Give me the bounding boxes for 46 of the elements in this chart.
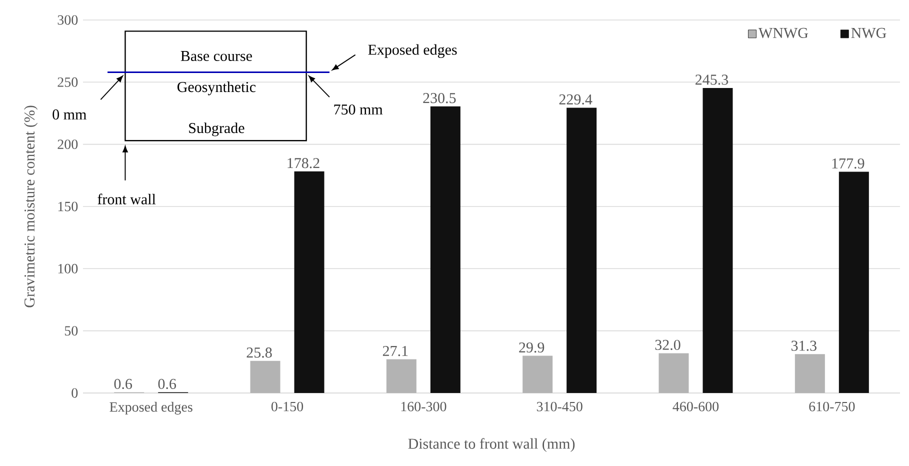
data-label: 177.9 xyxy=(832,158,864,169)
bar xyxy=(658,353,689,393)
y-axis-title: Gravimetric moisture content (%) xyxy=(24,106,38,308)
data-label: 178.2 xyxy=(288,158,320,168)
data-label: 25.8 xyxy=(246,348,272,358)
bar xyxy=(522,356,553,393)
annotation: Exposed edges xyxy=(368,44,457,58)
x-tick-label: 160-300 xyxy=(401,402,446,412)
bar xyxy=(430,106,460,393)
bar xyxy=(294,171,324,393)
data-label: 31.3 xyxy=(792,340,816,351)
data-label: 229.4 xyxy=(559,94,592,105)
bar xyxy=(794,354,825,393)
data-label: 0.6 xyxy=(114,378,132,390)
bar xyxy=(566,108,597,393)
x-tick-label: 610-750 xyxy=(809,402,855,412)
y-tick-label: 100 xyxy=(58,264,78,274)
data-label: 29.9 xyxy=(519,342,544,353)
bar xyxy=(702,88,733,393)
annotation: Base course xyxy=(180,51,252,62)
x-tick-label: 460-600 xyxy=(672,402,719,412)
data-label: 245.3 xyxy=(696,74,728,85)
annotation: Geosynthetic xyxy=(177,82,256,96)
y-tick-label: 50 xyxy=(64,326,78,336)
data-label: 230.5 xyxy=(423,93,456,104)
y-tick-label: 200 xyxy=(58,140,78,150)
y-tick-label: 0 xyxy=(72,388,78,398)
legend-label: WNWG xyxy=(758,28,808,38)
y-tick-label: 250 xyxy=(58,77,78,87)
data-label: 32.0 xyxy=(655,340,680,350)
annotation: 750 mm xyxy=(334,104,383,115)
annotation: 0 mm xyxy=(52,109,86,120)
data-label: 0.6 xyxy=(158,378,176,390)
x-axis-title: Distance to front wall (mm) xyxy=(408,438,575,452)
annotation: Subgrade xyxy=(189,122,244,136)
x-tick-label: 310-450 xyxy=(536,402,582,412)
annotation: front wall xyxy=(98,194,156,204)
bar xyxy=(838,172,869,393)
bar xyxy=(250,360,280,393)
data-label: 27.1 xyxy=(382,346,408,356)
bar xyxy=(386,359,416,393)
x-tick-label: 0-150 xyxy=(271,402,304,412)
y-tick-label: 150 xyxy=(58,202,78,212)
legend-label: NWG xyxy=(851,28,886,38)
x-tick-label: Exposed edges xyxy=(110,402,192,415)
y-tick-label: 300 xyxy=(58,15,78,25)
